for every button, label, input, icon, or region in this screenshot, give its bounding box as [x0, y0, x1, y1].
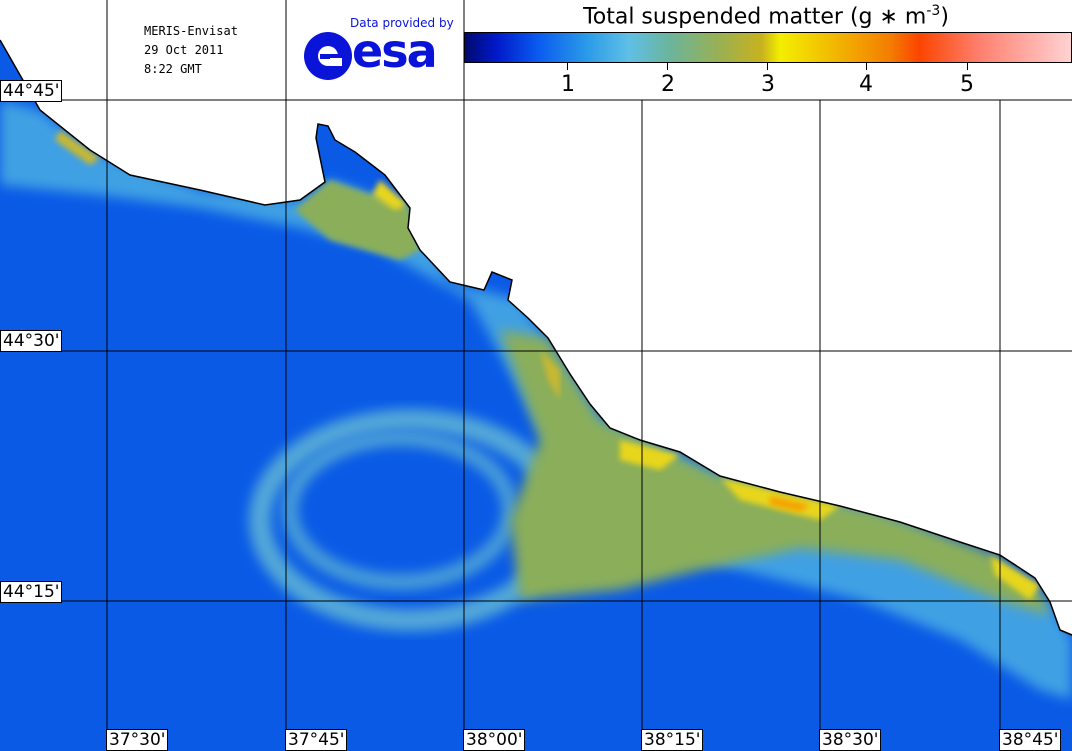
colorbar-tick	[967, 62, 968, 70]
time-label: 8:22 GMT	[144, 62, 202, 76]
provider-text: Data provided by	[350, 16, 454, 30]
colorbar-tick-label: 3	[761, 72, 775, 97]
esa-logo: Data provided by esa	[300, 16, 454, 84]
date-label: 29 Oct 2011	[144, 43, 224, 57]
longitude-label: 38°15'	[641, 729, 704, 751]
esa-emblem-icon	[304, 32, 352, 80]
latitude-label: 44°15'	[0, 581, 63, 603]
longitude-label: 37°30'	[106, 729, 169, 751]
colorbar-tick	[866, 62, 867, 70]
colorbar-tick-label: 2	[661, 72, 675, 97]
esa-wordmark: esa	[352, 24, 438, 78]
colorbar-tick-label: 5	[960, 72, 974, 97]
colorbar-tick-label: 4	[859, 72, 873, 97]
colorbar-tick-label: 1	[561, 72, 575, 97]
longitude-label: 37°45'	[285, 729, 348, 751]
colorbar-tick	[767, 62, 768, 70]
longitude-label: 38°45'	[999, 729, 1062, 751]
legend-title: Total suspended matter (g ∗ m-3)	[583, 3, 949, 30]
longitude-label: 38°30'	[819, 729, 882, 751]
latitude-label: 44°45'	[0, 80, 63, 102]
longitude-label: 38°00'	[463, 729, 526, 751]
colorbar-tick	[567, 62, 568, 70]
colorbar	[464, 32, 1072, 63]
colorbar-tick	[667, 62, 668, 70]
coastline	[0, 39, 1072, 636]
satellite-label: MERIS-Envisat	[144, 24, 238, 38]
latitude-label: 44°30'	[0, 330, 63, 352]
